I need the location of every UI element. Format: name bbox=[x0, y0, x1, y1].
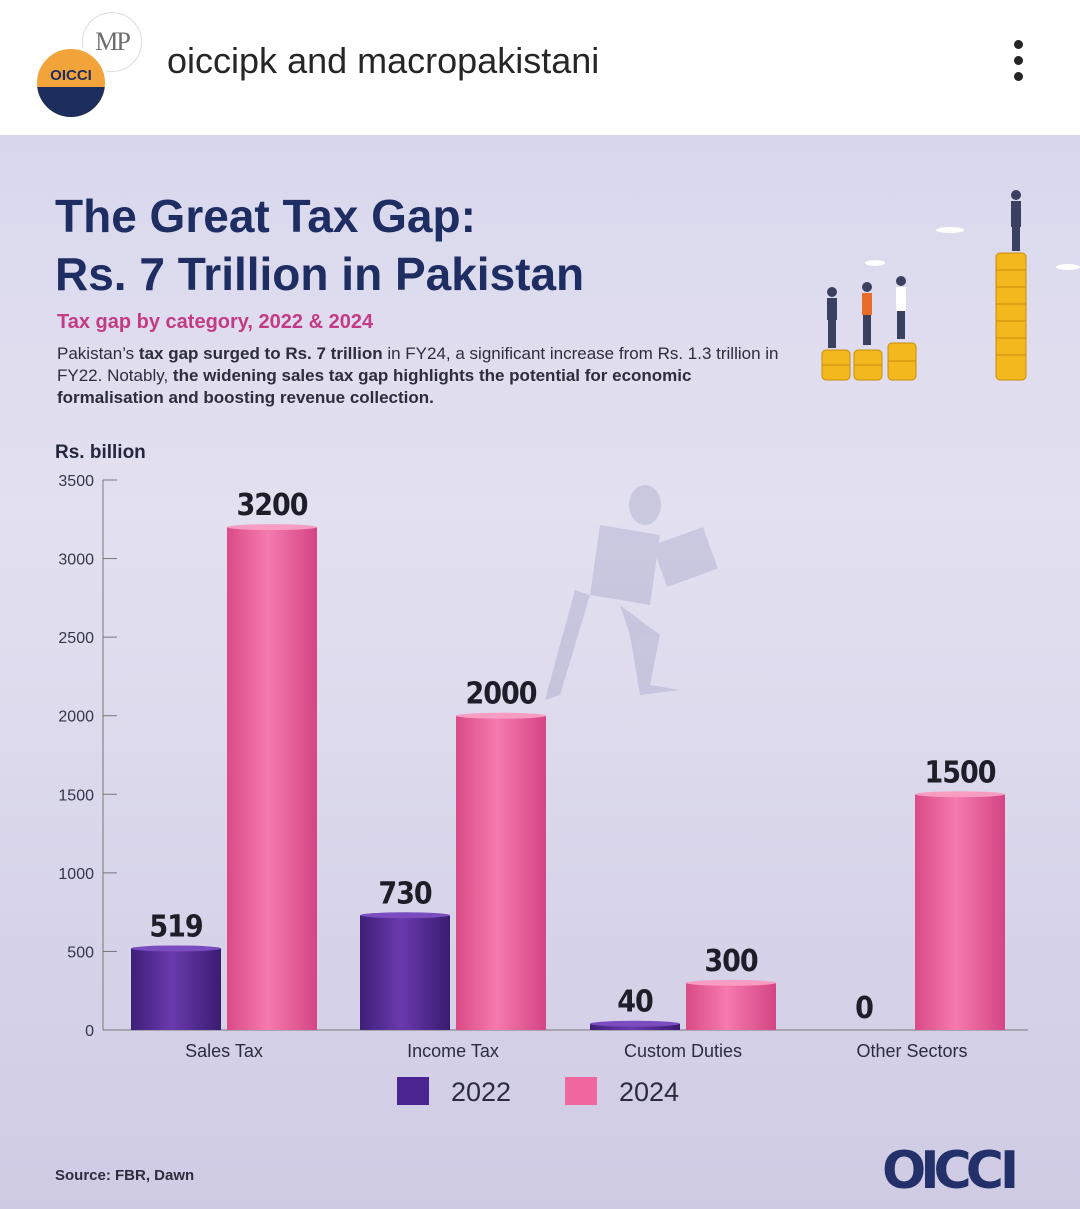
y-tick-label: 0 bbox=[85, 1023, 94, 1040]
data-label: 2000 bbox=[465, 677, 536, 712]
y-tick-label: 2000 bbox=[58, 709, 94, 726]
more-options-icon[interactable] bbox=[1008, 40, 1028, 90]
data-label: 730 bbox=[378, 876, 432, 911]
data-label: 519 bbox=[149, 909, 203, 944]
data-label: 1500 bbox=[924, 755, 995, 790]
coin-stacks-illustration bbox=[821, 190, 1080, 381]
bar-2022-custom-duties bbox=[590, 1023, 680, 1030]
post-header: MP OICCI oiccipk and macropakistani bbox=[0, 0, 1080, 135]
chart-title: The Great Tax Gap: Rs. 7 Trillion in Pak… bbox=[55, 187, 584, 303]
bar-2024-other-sectors bbox=[915, 794, 1005, 1030]
bar-2024-income-tax bbox=[456, 715, 546, 1030]
x-tick-label: Sales Tax bbox=[185, 1041, 263, 1061]
bar-2024-custom-duties bbox=[686, 982, 776, 1030]
y-tick-label: 3000 bbox=[58, 552, 94, 569]
chart-description: Pakistan’s tax gap surged to Rs. 7 trill… bbox=[57, 343, 797, 409]
bar-2024-sales-tax bbox=[227, 527, 317, 1030]
bar-2022-sales-tax bbox=[131, 948, 221, 1030]
avatar-band bbox=[37, 87, 105, 117]
data-label: 0 bbox=[855, 991, 873, 1026]
data-label: 3200 bbox=[236, 488, 307, 523]
title-line-2: Rs. 7 Trillion in Pakistan bbox=[55, 248, 585, 300]
account-secondary-link[interactable]: macropakistani bbox=[357, 40, 600, 81]
x-tick-label: Other Sectors bbox=[856, 1041, 967, 1061]
y-tick-label: 500 bbox=[67, 944, 94, 961]
description-text-2: in FY24, a significant increase from Rs.… bbox=[57, 344, 779, 385]
avatar-front-text: OICCI bbox=[50, 67, 92, 84]
bar-cap bbox=[915, 791, 1005, 798]
bar-chart: Rs. billion05001000150020002500300035005… bbox=[55, 442, 1028, 1107]
bar-2022-income-tax bbox=[360, 915, 450, 1030]
and-text: and bbox=[287, 40, 348, 81]
bar-cap bbox=[686, 979, 776, 986]
account-names: oiccipk and macropakistani bbox=[167, 40, 599, 82]
bar-cap bbox=[456, 712, 546, 719]
y-tick-label: 3500 bbox=[58, 473, 94, 490]
legend-label-2024: 2024 bbox=[619, 1077, 679, 1107]
description-bold-1: tax gap surged to Rs. 7 trillion bbox=[138, 344, 383, 363]
oicci-avatar[interactable]: OICCI bbox=[34, 46, 108, 120]
description-text-1: Pakistan’s bbox=[57, 344, 139, 363]
y-tick-label: 2500 bbox=[58, 630, 94, 647]
x-tick-label: Custom Duties bbox=[624, 1041, 742, 1061]
data-label: 300 bbox=[704, 944, 758, 979]
chart-canvas: Rs. billion05001000150020002500300035005… bbox=[55, 442, 1028, 1107]
source-note: Source: FBR, Dawn bbox=[55, 1167, 195, 1184]
x-tick-label: Income Tax bbox=[407, 1041, 499, 1061]
account-primary-link[interactable]: oiccipk bbox=[167, 40, 278, 81]
legend-swatch-2022 bbox=[397, 1077, 429, 1105]
data-label: 40 bbox=[617, 985, 653, 1020]
y-tick-label: 1000 bbox=[58, 866, 94, 883]
oicci-logo: OICCI bbox=[882, 1141, 1019, 1201]
chart-subtitle: Tax gap by category, 2022 & 2024 bbox=[57, 311, 374, 333]
description-bold-2: the widening sales tax gap highlights th… bbox=[57, 366, 692, 407]
infographic: Rs. billion 0 500 1000 1500 2000 2500 3000 3500 5… bbox=[0, 135, 1080, 1209]
legend-label-2022: 2022 bbox=[451, 1077, 511, 1107]
bar-cap bbox=[590, 1020, 680, 1027]
account-avatars[interactable]: MP OICCI bbox=[34, 12, 144, 120]
legend-swatch-2024 bbox=[565, 1077, 597, 1105]
avatar-back-text: MP bbox=[95, 27, 131, 56]
y-axis-label: Rs. billion bbox=[55, 442, 146, 463]
title-line-1: The Great Tax Gap: bbox=[55, 190, 476, 242]
bar-cap bbox=[360, 912, 450, 919]
background-figure bbox=[545, 485, 718, 700]
bar-cap bbox=[131, 945, 221, 952]
y-tick-label: 1500 bbox=[58, 787, 94, 804]
bar-cap bbox=[227, 524, 317, 531]
